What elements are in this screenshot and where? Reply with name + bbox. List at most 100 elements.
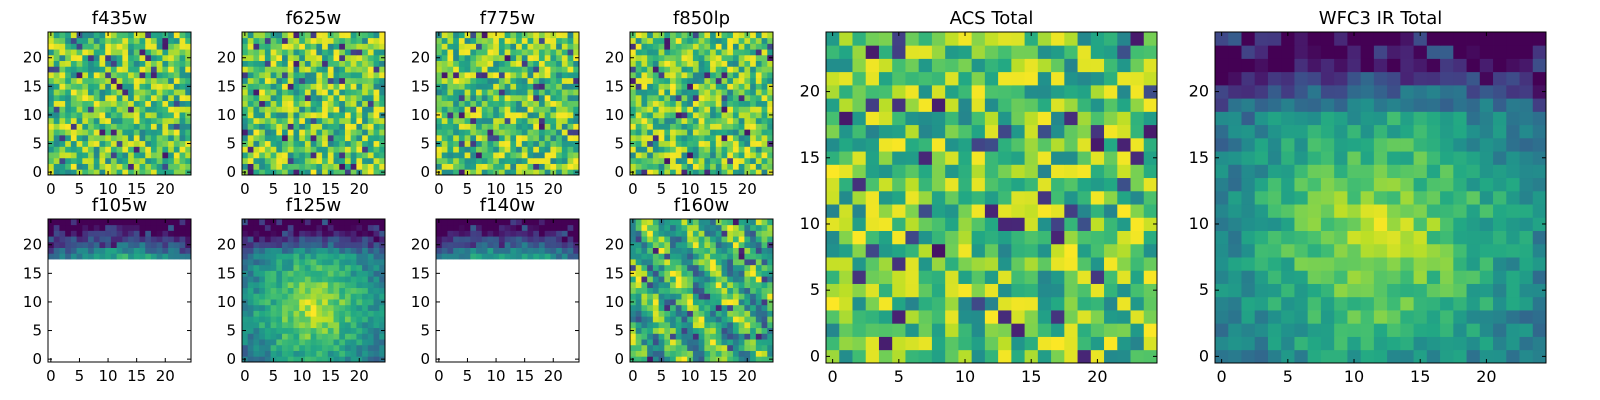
heatmap-cell [379,152,386,159]
heatmap-cell [538,129,546,136]
heatmap-cell [1064,84,1078,99]
heatmap-cell [70,100,77,107]
heatmap-cell [498,89,506,96]
heatmap-cell [48,134,55,142]
heatmap-cell [732,106,740,113]
heatmap-cell [287,32,294,39]
heatmap-cell [715,224,722,231]
heatmap-cell [567,224,574,231]
heatmap-cell [865,164,880,179]
heatmap-cell [698,77,705,84]
heatmap-cell [527,37,534,44]
heatmap-cell [333,270,340,277]
heatmap-cell [350,60,357,67]
heatmap-cell [738,293,745,300]
heatmap-cell [945,230,959,245]
heatmap-cell [715,350,722,357]
heatmap-cell [681,356,688,363]
heatmap-cell [544,129,551,136]
heatmap-cell [379,219,386,226]
heatmap-cell [635,276,642,283]
heatmap-cell [441,247,448,254]
heatmap-cell [721,129,728,136]
heatmap-cell [367,236,374,243]
heatmap-cell [681,32,688,39]
heatmap-cell [1090,137,1105,152]
heatmap-cell [727,157,734,164]
heatmap-cell [242,339,249,346]
heatmap-cell [704,276,711,283]
heatmap-cell [299,230,306,237]
heatmap-cell [276,49,283,56]
heatmap-cell [133,247,140,254]
heatmap-cell [373,356,380,363]
heatmap-cell [156,152,163,159]
heatmap-cell [710,106,717,113]
heatmap-cell [521,106,528,113]
heatmap-cell [698,72,705,79]
heatmap-cell [356,276,363,283]
heatmap-cell [998,190,1012,205]
heatmap-cell [293,54,300,61]
heatmap-cell [242,236,249,243]
heatmap-cell [710,224,717,231]
heatmap-cell [826,124,840,139]
heatmap-cell [493,112,500,119]
heatmap-cell [453,219,460,226]
heatmap-cell [270,241,277,248]
heatmap-cell [721,287,728,294]
heatmap-cell [304,281,312,289]
heatmap-cell [761,339,768,346]
heatmap-cell [264,276,271,283]
heatmap-cell [567,37,574,44]
heatmap-cell [282,66,289,73]
heatmap-cell [379,259,386,266]
heatmap-cell [721,270,728,277]
heatmap-cell [538,152,546,159]
heatmap-cell [122,253,129,260]
heatmap-cell [310,287,317,294]
heatmap-cell [373,83,380,90]
heatmap-cell [436,129,443,136]
heatmap-cell [70,140,77,147]
heatmap-cell [128,112,135,119]
heatmap-cell [156,43,163,50]
heatmap-cell [356,83,363,90]
heatmap-cell [550,241,557,248]
heatmap-cell [710,163,717,170]
heatmap-cell [1104,98,1118,112]
heatmap-cell [918,84,933,99]
heatmap-cell [299,327,306,334]
heatmap-cell [744,140,751,147]
heatmap-cell [750,293,757,300]
heatmap-cell [179,236,186,243]
heatmap-cell [658,140,665,147]
heatmap-cell [664,83,671,90]
heatmap-cell [510,129,517,136]
heatmap-cell [721,123,728,130]
heatmap-cell [458,66,465,73]
heatmap-cell [88,117,95,124]
heatmap-cell [156,123,163,130]
heatmap-cell [892,45,906,59]
heatmap-cell [647,32,654,39]
heatmap-cell [70,43,77,50]
x-tick-label: 20 [544,367,563,385]
heatmap-cell [550,253,557,260]
heatmap-cell [247,106,254,113]
heatmap-cell [168,230,175,237]
heatmap-cell [53,247,60,254]
heatmap-cell [527,94,534,102]
heatmap-cell [1104,296,1118,311]
heatmap-cell [270,54,277,61]
heatmap-cell [727,123,734,130]
heatmap-cell [681,253,688,260]
heatmap-cell [259,270,266,277]
heatmap-cell [367,299,374,306]
heatmap-cell [293,241,300,248]
heatmap-cell [1104,190,1118,205]
heatmap-cell [310,310,317,317]
heatmap-cell [687,43,694,50]
heatmap-cell [761,316,768,323]
heatmap-cell [704,169,711,176]
